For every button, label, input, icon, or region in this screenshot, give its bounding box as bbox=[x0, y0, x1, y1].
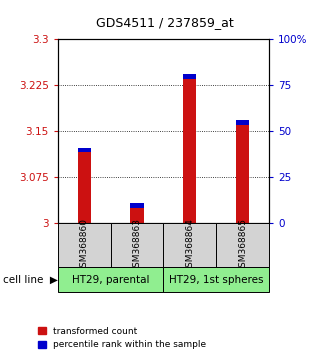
FancyBboxPatch shape bbox=[163, 223, 216, 267]
Bar bbox=[236, 125, 249, 223]
Bar bbox=[78, 148, 91, 153]
Text: GSM368863: GSM368863 bbox=[132, 218, 142, 273]
Bar bbox=[183, 79, 196, 223]
Text: HT29, 1st spheres: HT29, 1st spheres bbox=[169, 275, 263, 285]
Text: GSM368865: GSM368865 bbox=[238, 218, 247, 273]
FancyBboxPatch shape bbox=[58, 267, 163, 292]
FancyBboxPatch shape bbox=[216, 223, 269, 267]
Text: GSM368864: GSM368864 bbox=[185, 218, 194, 273]
Text: GDS4511 / 237859_at: GDS4511 / 237859_at bbox=[96, 17, 234, 29]
Text: HT29, parental: HT29, parental bbox=[72, 275, 149, 285]
FancyBboxPatch shape bbox=[163, 267, 269, 292]
Text: GSM368860: GSM368860 bbox=[80, 218, 89, 273]
Bar bbox=[130, 203, 144, 208]
FancyBboxPatch shape bbox=[58, 223, 111, 267]
FancyBboxPatch shape bbox=[111, 223, 163, 267]
Bar bbox=[78, 153, 91, 223]
Bar bbox=[130, 208, 144, 223]
Legend: transformed count, percentile rank within the sample: transformed count, percentile rank withi… bbox=[38, 327, 206, 349]
Bar bbox=[236, 120, 249, 125]
Bar bbox=[183, 74, 196, 79]
Text: cell line  ▶: cell line ▶ bbox=[3, 275, 58, 285]
